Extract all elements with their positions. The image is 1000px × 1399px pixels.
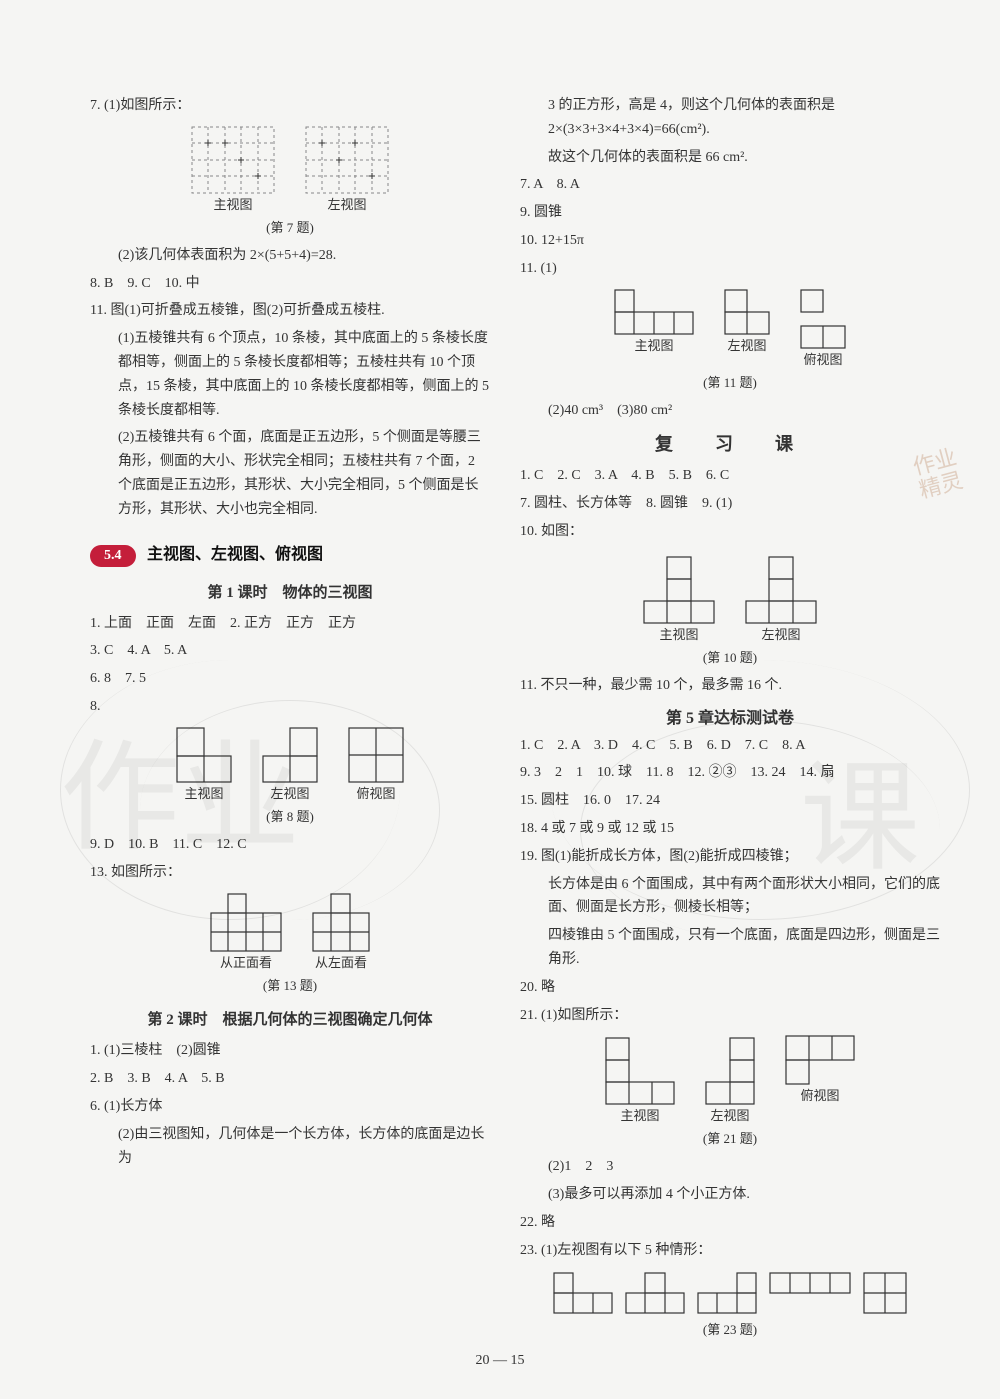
q7-front-view — [191, 126, 275, 194]
q23-shape-1 — [553, 1271, 613, 1315]
r-10: 10. 12+15π — [520, 229, 940, 253]
r-11: 11. (1) — [520, 257, 940, 281]
q11r-diagram: 主视图 左视图 — [520, 289, 940, 368]
rv-1-6: 1. C 2. C 3. A 4. B 5. B 6. C — [520, 464, 940, 488]
q11r-left — [724, 289, 770, 335]
c-22: 22. 略 — [520, 1211, 940, 1235]
q8-top — [348, 727, 404, 783]
q11r-caption: (第 11 题) — [520, 372, 940, 391]
q8-front-label: 主视图 — [184, 783, 223, 802]
c-19c: 四棱锥由 5 个面围成，只有一个底面，底面是四边形，侧面是三角形. — [520, 924, 940, 972]
q8-front — [176, 727, 232, 783]
section-pill: 5.4 — [90, 545, 136, 567]
c-21: 21. (1)如图所示： — [520, 1004, 940, 1028]
q10-diagram: 主视图 左视图 — [520, 552, 940, 643]
q8-left-label: 左视图 — [270, 783, 309, 802]
right-column: 3 的正方形，高是 4，则这个几何体的表面积是 2×(3×3+3×4+3×4)=… — [520, 90, 940, 1346]
lesson1-title: 第 1 课时 物体的三视图 — [90, 581, 490, 602]
q13-b-label: 从左面看 — [315, 952, 367, 971]
q13-a-label: 从正面看 — [220, 952, 272, 971]
ch5-title: 第 5 章达标测试卷 — [520, 704, 940, 728]
q23-shape-3 — [697, 1271, 757, 1315]
q21-caption: (第 21 题) — [520, 1128, 940, 1147]
left-column: 7. (1)如图所示： — [90, 90, 490, 1346]
rv-11: 11. 不只一种，最少需 10 个，最多需 16 个. — [520, 674, 940, 698]
l2-1: 1. (1)三棱柱 (2)圆锥 — [90, 1039, 490, 1063]
q7-left-view — [305, 126, 389, 194]
q11r-front-label: 主视图 — [634, 335, 673, 354]
q11r-front — [614, 289, 694, 335]
q7-diagram: 主视图 左视图 — [90, 126, 490, 213]
q10-left-label: 左视图 — [761, 624, 800, 643]
l1-line1: 1. 上面 正面 左面 2. 正方 正方 正方 — [90, 612, 490, 636]
c-20: 20. 略 — [520, 976, 940, 1000]
q23-diagram — [520, 1271, 940, 1315]
l1-13: 13. 如图所示： — [90, 861, 490, 885]
q23-shape-4 — [769, 1271, 851, 1295]
l2-6: 6. (1)长方体 — [90, 1095, 490, 1119]
q21-diagram: 主视图 左视图 — [520, 1035, 940, 1124]
q11r-top-label: 俯视图 — [803, 349, 842, 368]
l2-6-2: (2)由三视图知，几何体是一个长方体，长方体的底面是边长为 — [90, 1123, 490, 1171]
r-9: 9. 圆锥 — [520, 201, 940, 225]
r-cont2: 故这个几何体的表面积是 66 cm². — [520, 146, 940, 170]
l1-line2: 3. C 4. A 5. A — [90, 639, 490, 663]
rv-7-9: 7. 圆柱、长方体等 8. 圆锥 9. (1) — [520, 492, 940, 516]
section-title: 主视图、左视图、俯视图 — [147, 546, 323, 563]
q10-caption: (第 10 题) — [520, 647, 940, 666]
q8-10: 8. B 9. C 10. 中 — [90, 272, 490, 296]
q8-diagram: 主视图 左视图 — [90, 727, 490, 802]
q13-caption: (第 13 题) — [90, 975, 490, 994]
page-number: 20 — 15 — [0, 1353, 1000, 1369]
q7-front-label: 主视图 — [213, 194, 252, 213]
q11r-left-label: 左视图 — [727, 335, 766, 354]
l2-2-5: 2. B 3. B 4. A 5. B — [90, 1067, 490, 1091]
c-18: 18. 4 或 7 或 9 或 12 或 15 — [520, 817, 940, 841]
q11-intro: 11. 图(1)可折叠成五棱锥，图(2)可折叠成五棱柱. — [90, 299, 490, 323]
q23-shape-5 — [863, 1271, 907, 1315]
q7-part2: (2)该几何体表面积为 2×(5+5+4)=28. — [90, 244, 490, 268]
l1-9-12: 9. D 10. B 11. C 12. C — [90, 833, 490, 857]
q21-front — [605, 1035, 675, 1105]
q13-left — [312, 892, 370, 952]
q10-left — [745, 552, 817, 624]
l1-line4: 8. — [90, 695, 490, 719]
review-title: 复 习 课 — [520, 430, 940, 456]
section-5-4: 5.4 主视图、左视图、俯视图 — [90, 540, 490, 567]
q10-front-label: 主视图 — [659, 624, 698, 643]
q23-caption: (第 23 题) — [520, 1319, 940, 1338]
q21-left-label: 左视图 — [710, 1105, 749, 1124]
r-7-8: 7. A 8. A — [520, 173, 940, 197]
c-21-3: (3)最多可以再添加 4 个小正方体. — [520, 1183, 940, 1207]
c-21-2: (2)1 2 3 — [520, 1155, 940, 1179]
q7-intro: 7. (1)如图所示： — [90, 94, 490, 118]
l1-line3: 6. 8 7. 5 — [90, 667, 490, 691]
q21-top-label: 俯视图 — [800, 1085, 839, 1104]
r-cont1: 3 的正方形，高是 4，则这个几何体的表面积是 2×(3×3+3×4+3×4)=… — [520, 94, 940, 142]
q13-front — [210, 892, 282, 952]
q10-front — [643, 552, 715, 624]
q8-caption: (第 8 题) — [90, 806, 490, 825]
c-1-8: 1. C 2. A 3. D 4. C 5. B 6. D 7. C 8. A — [520, 734, 940, 758]
q13-diagram: 从正面看 从左面看 — [90, 892, 490, 971]
lesson2-title: 第 2 课时 根据几何体的三视图确定几何体 — [90, 1008, 490, 1029]
q21-front-label: 主视图 — [620, 1105, 659, 1124]
q11-1: (1)五棱锥共有 6 个顶点，10 条棱，其中底面上的 5 条棱长度都相等，侧面… — [90, 327, 490, 422]
q23-shape-2 — [625, 1271, 685, 1315]
q7-caption: (第 7 题) — [90, 217, 490, 236]
c-19a: 19. 图(1)能折成长方体，图(2)能折成四棱锥； — [520, 845, 940, 869]
c-15-17: 15. 圆柱 16. 0 17. 24 — [520, 789, 940, 813]
q7-left-label: 左视图 — [327, 194, 366, 213]
q11r-top — [800, 289, 846, 349]
r-11-23: (2)40 cm³ (3)80 cm² — [520, 399, 940, 423]
rv-10: 10. 如图： — [520, 520, 940, 544]
q8-top-label: 俯视图 — [356, 783, 395, 802]
q21-left — [705, 1035, 755, 1105]
c-19b: 长方体是由 6 个面围成，其中有两个面形状大小相同，它们的底面、侧面是长方形，侧… — [520, 873, 940, 921]
q8-left — [262, 727, 318, 783]
q11-2: (2)五棱锥共有 6 个面，底面是正五边形，5 个侧面是等腰三角形，侧面的大小、… — [90, 426, 490, 521]
c-23: 23. (1)左视图有以下 5 种情形： — [520, 1239, 940, 1263]
q21-top — [785, 1035, 855, 1085]
c-9-14: 9. 3 2 1 10. 球 11. 8 12. ②③ 13. 24 14. 扇 — [520, 761, 940, 785]
